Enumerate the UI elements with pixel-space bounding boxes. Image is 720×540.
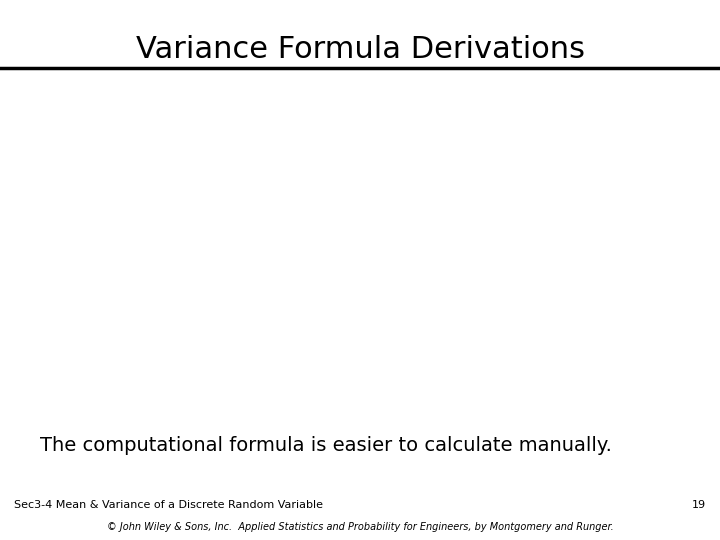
Text: Variance Formula Derivations: Variance Formula Derivations [135,35,585,64]
Text: Sec3-4 Mean & Variance of a Discrete Random Variable: Sec3-4 Mean & Variance of a Discrete Ran… [14,500,323,510]
Text: © John Wiley & Sons, Inc.  Applied Statistics and Probability for Engineers, by : © John Wiley & Sons, Inc. Applied Statis… [107,522,613,532]
Text: The computational formula is easier to calculate manually.: The computational formula is easier to c… [40,436,611,455]
Text: 19: 19 [691,500,706,510]
